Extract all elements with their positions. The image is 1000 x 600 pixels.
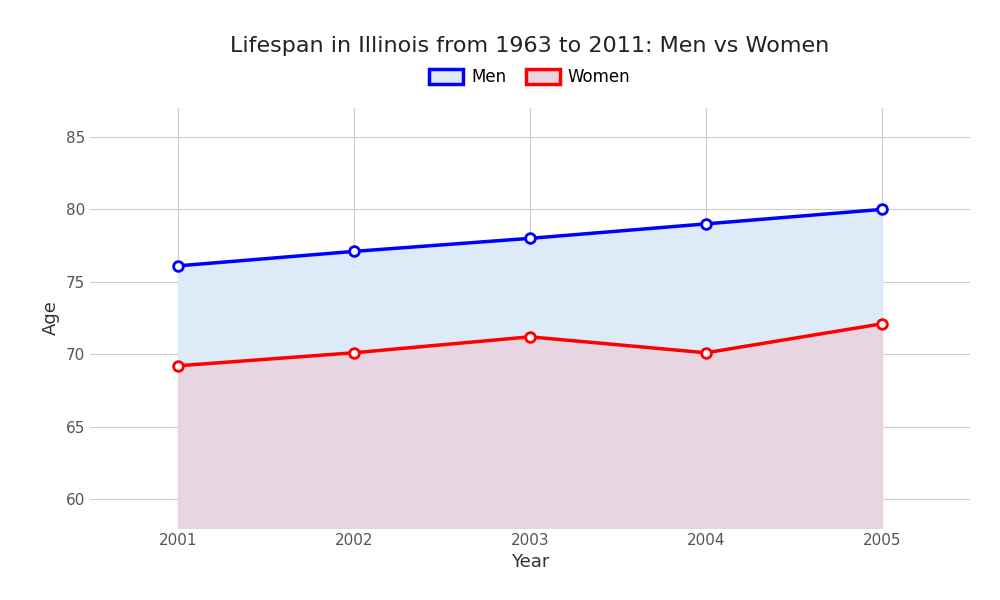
Title: Lifespan in Illinois from 1963 to 2011: Men vs Women: Lifespan in Illinois from 1963 to 2011: … (230, 37, 830, 56)
Y-axis label: Age: Age (42, 301, 60, 335)
X-axis label: Year: Year (511, 553, 549, 571)
Legend: Men, Women: Men, Women (423, 62, 637, 93)
